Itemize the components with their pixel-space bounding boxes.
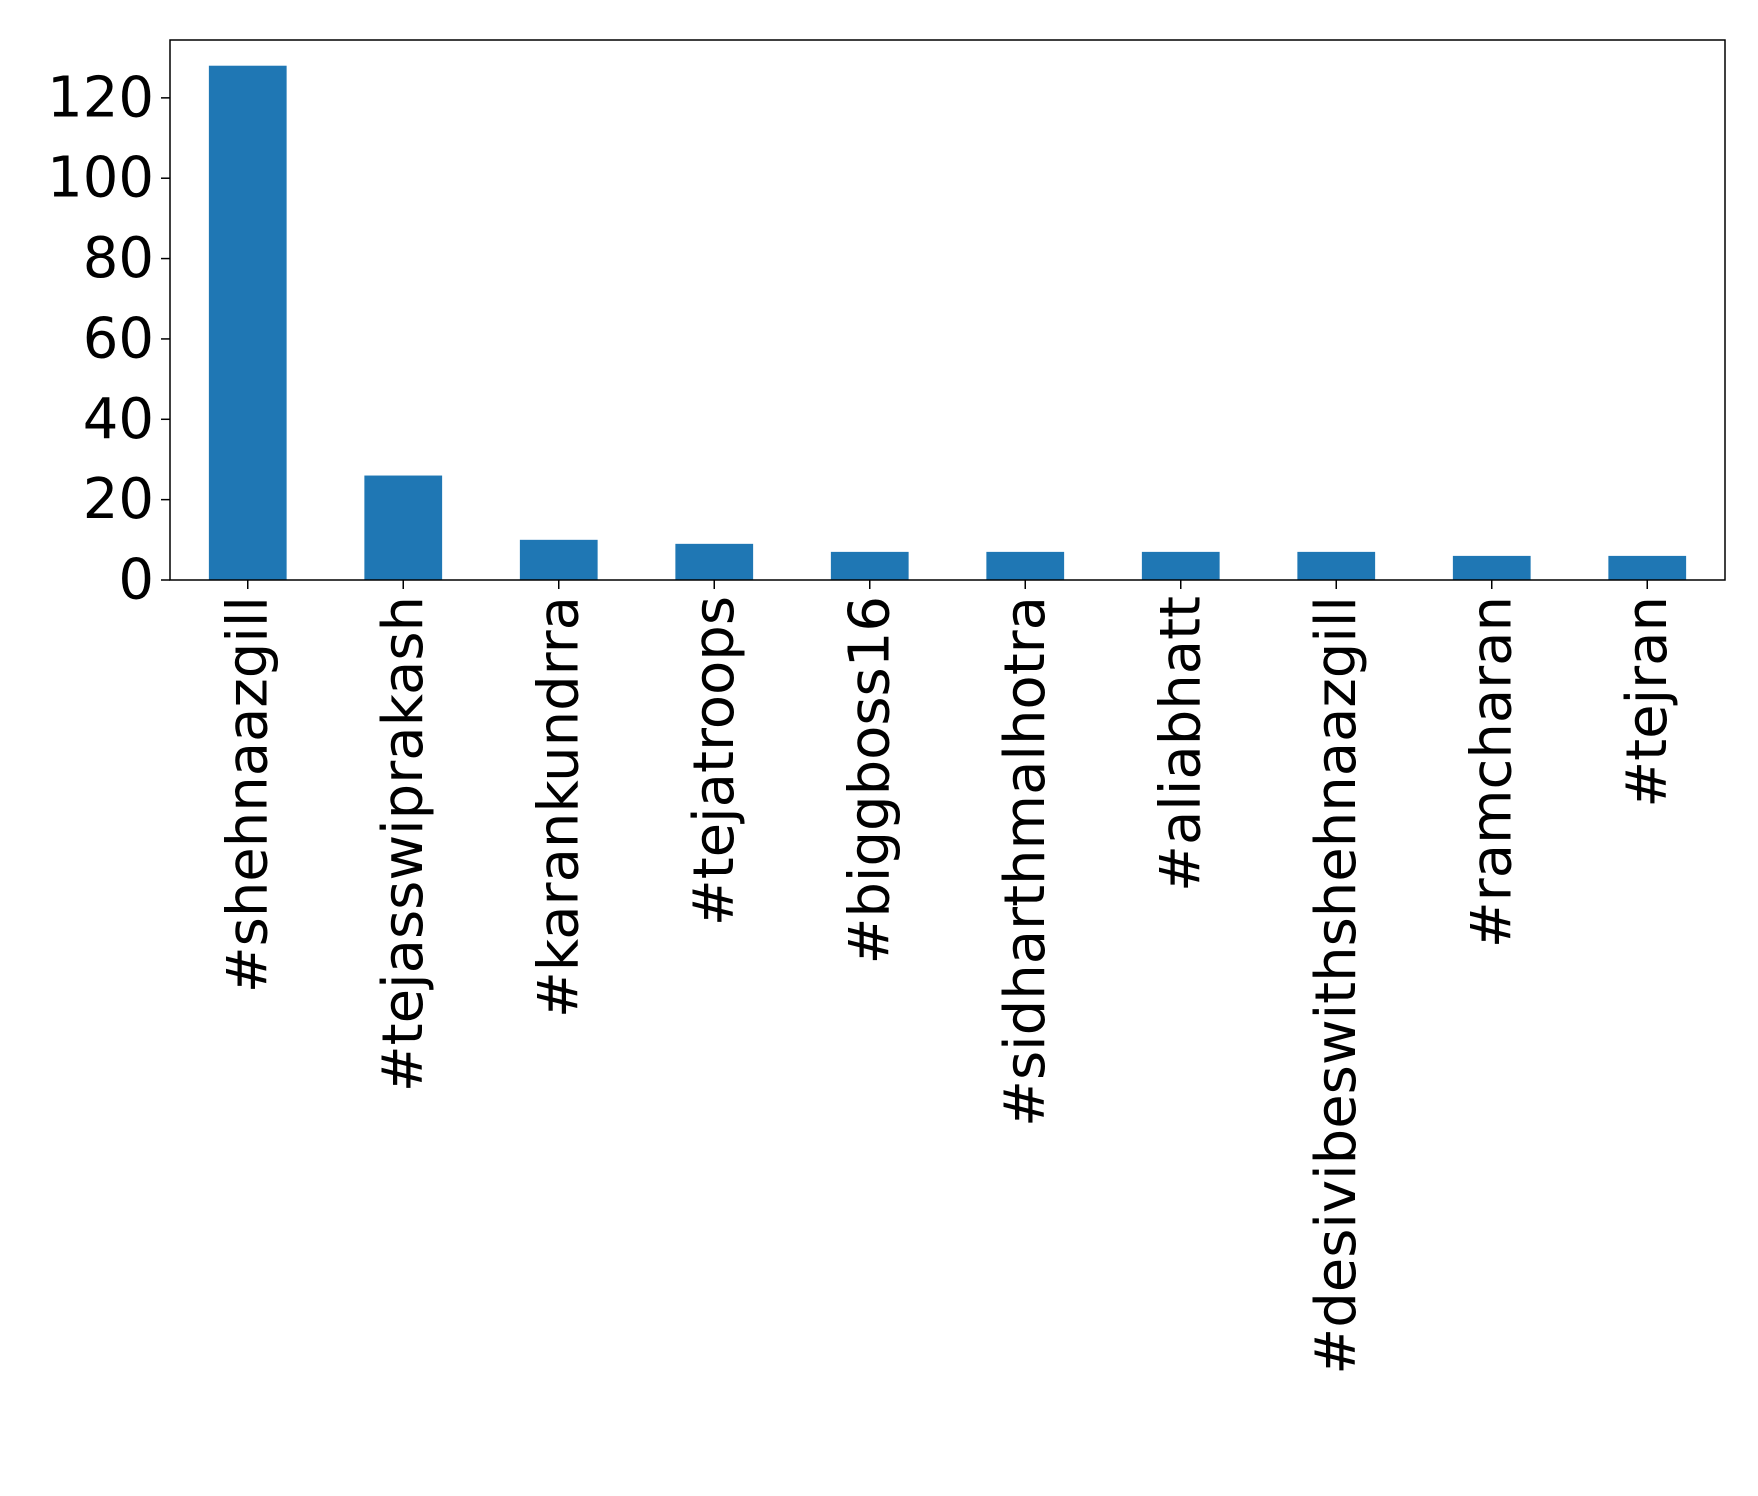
bar	[830, 551, 909, 580]
bar	[1297, 551, 1376, 580]
x-tick-label: #aliabhatt	[1148, 596, 1213, 892]
x-tick-label: #sidharthmalhotra	[993, 596, 1058, 1127]
plot-frame	[169, 39, 1726, 581]
x-tick-label: #tejatroops	[682, 596, 747, 926]
x-tick-label: #desivibeswithshehnaazgill	[1304, 596, 1369, 1375]
bar	[1452, 555, 1531, 580]
x-tick-label: #karankundrra	[526, 596, 591, 1018]
bar	[986, 551, 1065, 580]
y-tick-label: 0	[118, 548, 154, 613]
y-tick-label: 40	[83, 387, 154, 452]
bar	[675, 543, 754, 580]
bar	[519, 539, 598, 580]
y-tick-label: 100	[47, 146, 154, 211]
x-tick-label: #tejasswiprakash	[371, 596, 436, 1092]
x-axis: #shehnaazgill #tejasswiprakash #karankundr…	[215, 580, 1680, 1375]
bar	[364, 475, 443, 580]
x-tick-label: #shehnaazgill	[215, 596, 280, 993]
y-tick-label: 60	[83, 306, 154, 371]
x-tick-label: #tejran	[1615, 596, 1680, 808]
bars-layer	[208, 65, 1687, 580]
bar	[1608, 555, 1687, 580]
bar	[208, 65, 287, 580]
y-tick-label: 80	[83, 226, 154, 291]
x-tick-label: #ramcharan	[1459, 596, 1524, 948]
y-tick-label: 120	[47, 65, 154, 130]
x-tick-label: #biggboss16	[837, 596, 902, 965]
y-tick-label: 20	[83, 467, 154, 532]
bar	[1141, 551, 1220, 580]
y-axis: 0 20 40 60 80 100 120	[47, 65, 170, 613]
